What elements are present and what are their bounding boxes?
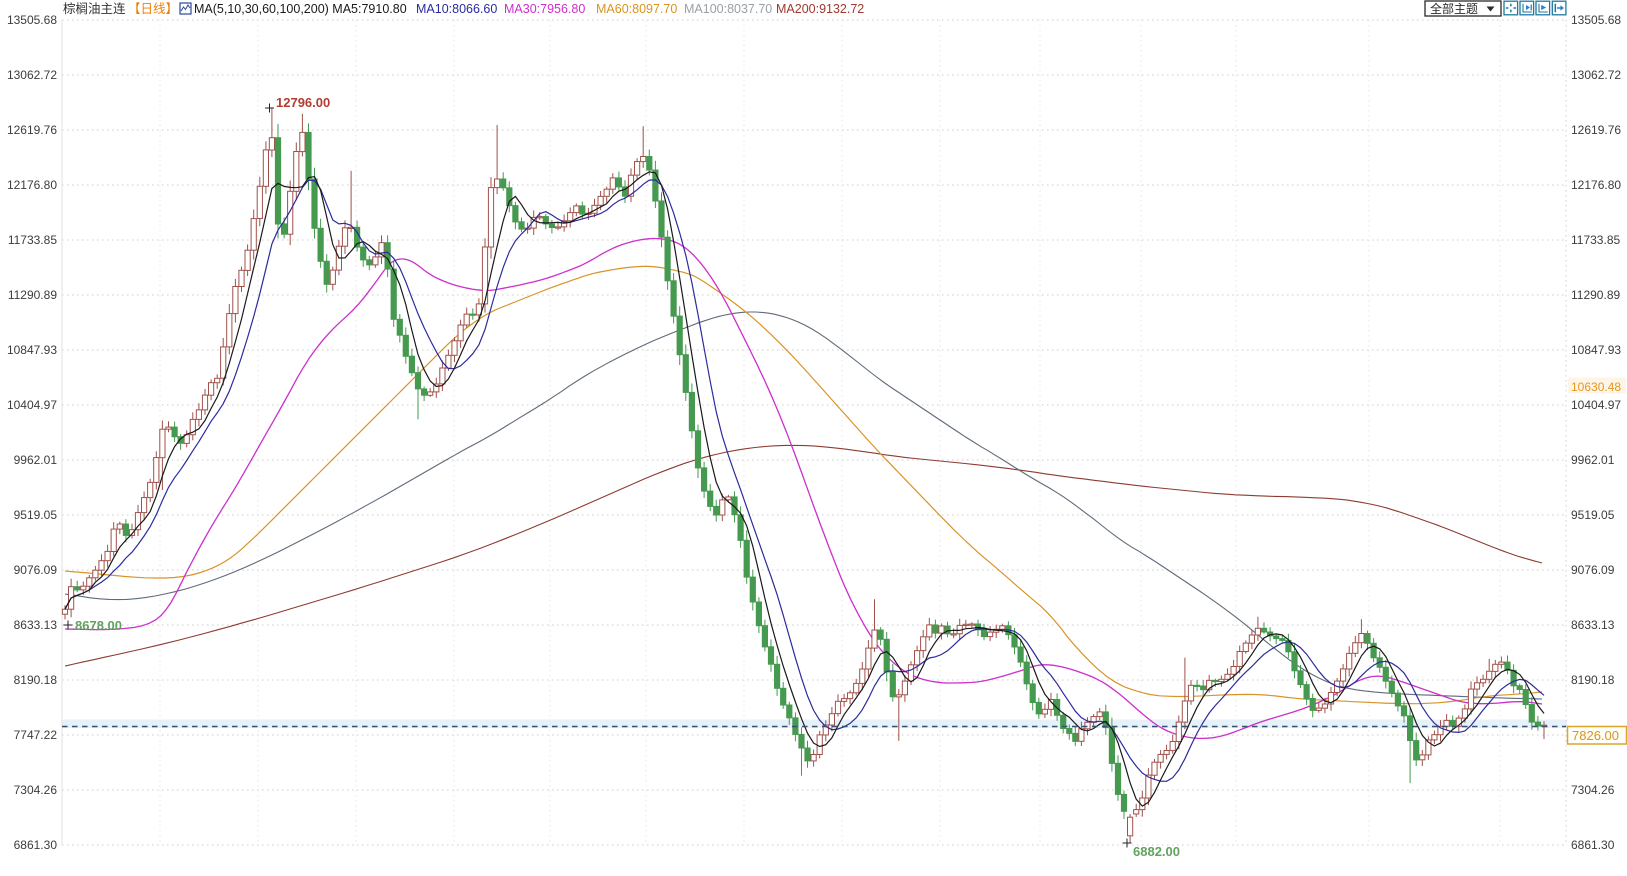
svg-text:7304.26: 7304.26 [14,783,58,797]
svg-text:10847.93: 10847.93 [1571,343,1621,357]
svg-text:12176.80: 12176.80 [7,178,57,192]
svg-text:11290.89: 11290.89 [1571,288,1620,302]
svg-text:13062.72: 13062.72 [1571,68,1621,82]
svg-text:11733.85: 11733.85 [1571,233,1620,247]
svg-text:9076.09: 9076.09 [14,563,58,577]
svg-text:6882.00: 6882.00 [1133,844,1180,859]
svg-text:12619.76: 12619.76 [7,123,57,137]
svg-text:13505.68: 13505.68 [7,13,57,27]
svg-text:12176.80: 12176.80 [1571,178,1621,192]
svg-text:8633.13: 8633.13 [1571,618,1615,632]
svg-text:8678.00: 8678.00 [75,618,122,633]
svg-text:【日线】: 【日线】 [128,2,178,16]
svg-text:12796.00: 12796.00 [276,95,330,110]
svg-text:7747.22: 7747.22 [14,728,58,742]
svg-text:11290.89: 11290.89 [8,288,57,302]
svg-text:MA60:8097.70: MA60:8097.70 [596,2,677,16]
svg-text:10404.97: 10404.97 [7,398,57,412]
svg-text:MA100:8037.70: MA100:8037.70 [684,2,772,16]
svg-text:MA10:8066.60: MA10:8066.60 [416,2,497,16]
svg-text:10630.48: 10630.48 [1571,380,1621,394]
svg-text:10404.97: 10404.97 [1571,398,1621,412]
svg-text:10847.93: 10847.93 [7,343,57,357]
svg-text:7304.26: 7304.26 [1571,783,1615,797]
svg-text:9519.05: 9519.05 [14,508,58,522]
svg-text:13505.68: 13505.68 [1571,13,1621,27]
svg-text:8190.18: 8190.18 [14,673,58,687]
svg-text:棕榈油主连: 棕榈油主连 [63,1,126,16]
svg-text:8190.18: 8190.18 [1571,673,1615,687]
svg-text:MA(5,10,30,60,100,200) MA5:79: MA(5,10,30,60,100,200) MA5:7910.80 [194,2,407,16]
svg-text:8633.13: 8633.13 [14,618,58,632]
svg-text:9962.01: 9962.01 [14,453,58,467]
svg-text:MA200:9132.72: MA200:9132.72 [776,2,864,16]
svg-text:13062.72: 13062.72 [7,68,57,82]
svg-text:全部主题: 全部主题 [1430,1,1478,16]
svg-text:6861.30: 6861.30 [14,838,58,852]
svg-text:6861.30: 6861.30 [1571,838,1615,852]
svg-text:9962.01: 9962.01 [1571,453,1615,467]
svg-text:9076.09: 9076.09 [1571,563,1615,577]
svg-text:7826.00: 7826.00 [1572,728,1619,743]
svg-text:11733.85: 11733.85 [8,233,57,247]
svg-text:MA30:7956.80: MA30:7956.80 [504,2,585,16]
svg-text:12619.76: 12619.76 [1571,123,1621,137]
svg-text:9519.05: 9519.05 [1571,508,1615,522]
